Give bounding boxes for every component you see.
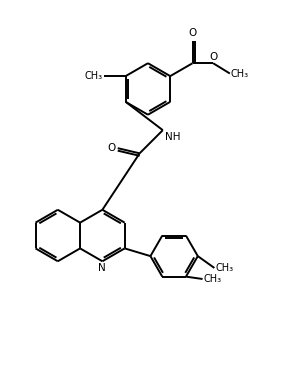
Text: CH₃: CH₃	[204, 274, 222, 284]
Text: O: O	[209, 52, 217, 62]
Text: CH₃: CH₃	[85, 71, 103, 81]
Text: NH: NH	[165, 132, 180, 142]
Text: CH₃: CH₃	[231, 68, 249, 79]
Text: N: N	[97, 263, 105, 273]
Text: CH₃: CH₃	[215, 263, 233, 273]
Text: O: O	[108, 143, 116, 153]
Text: O: O	[188, 28, 197, 39]
